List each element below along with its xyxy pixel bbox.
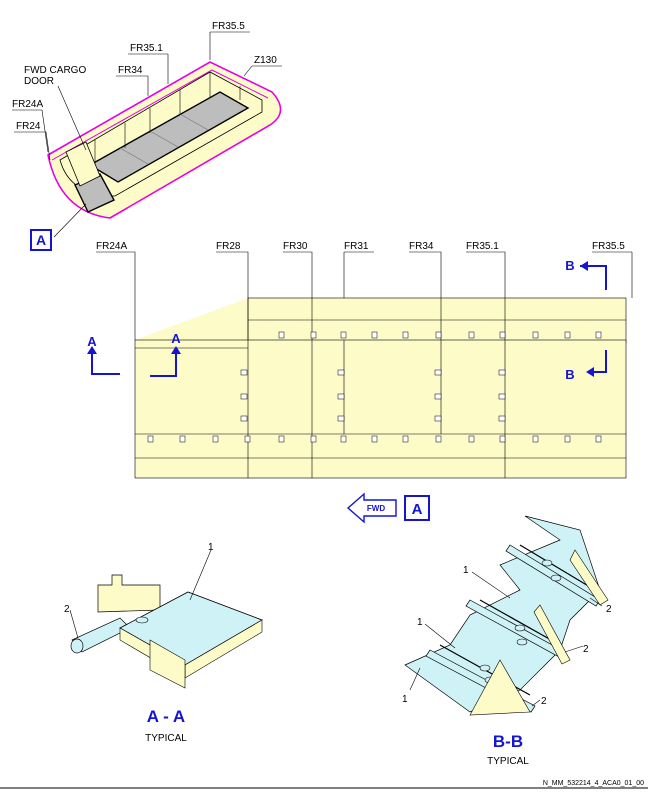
view-a-box	[404, 495, 430, 521]
fuselage-top-edge	[51, 69, 269, 161]
iso-label-z130: Z130	[254, 55, 277, 66]
section-b-bottom-letter: B	[565, 367, 574, 382]
bb-callout-1b: 1	[417, 617, 423, 628]
footer-reference: N_MM_532214_4_ACA0_01_00	[543, 780, 644, 787]
fastener-marks	[147, 331, 602, 443]
detail-b-b: 1 1 1 2 2 2 B-B TYPICAL	[402, 515, 612, 767]
bb-callout-2b: 2	[583, 644, 589, 655]
floor-panels-iso	[88, 91, 250, 183]
bb-callout-1a: 1	[463, 565, 469, 576]
bb-subtitle: TYPICAL	[487, 756, 529, 767]
plan-frame-fr35-1: FR35.1	[466, 241, 499, 252]
door-label-line2: DOOR	[24, 76, 54, 87]
bb-callout-2c: 2	[541, 696, 547, 707]
section-a-left-letter: A	[87, 334, 97, 349]
bb-callout-2a: 2	[606, 604, 612, 615]
plan-frame-fr28: FR28	[216, 241, 241, 252]
view-a-callout-box	[30, 229, 52, 251]
iso-fuselage-view: FR35.5 FR35.1 FR34 FR24A FR24 Z130 FWD C…	[12, 21, 282, 251]
aa-title: A - A	[147, 707, 185, 726]
aa-subtitle: TYPICAL	[145, 733, 187, 744]
aa-callout-1: 1	[208, 542, 214, 553]
door-label-line1: FWD CARGO	[24, 65, 86, 76]
bb-title: B-B	[493, 732, 523, 751]
plan-frame-fr30: FR30	[283, 241, 308, 252]
plan-frame-fr24a: FR24A	[96, 241, 127, 252]
bb-callout-1c: 1	[402, 694, 408, 705]
iso-label-fr24a: FR24A	[12, 99, 43, 110]
plan-frame-fr35-5: FR35.5	[592, 241, 625, 252]
fwd-arrow-text: FWD	[367, 504, 385, 513]
detail-a-a: 1 2 A - A TYPICAL	[64, 542, 263, 744]
iso-label-fr24: FR24	[16, 121, 41, 132]
plan-view: FR24A FR28 FR30 FR31 FR34 FR35.1 FR35.5 …	[87, 241, 633, 524]
iso-label-fr35-5: FR35.5	[212, 21, 245, 32]
plan-frame-fr34: FR34	[409, 241, 434, 252]
aa-callout-2: 2	[64, 604, 70, 615]
section-a-right-letter: A	[171, 331, 181, 346]
cargo-door-opening	[65, 141, 101, 187]
fwd-arrow	[346, 492, 397, 524]
plan-panels-main	[134, 339, 627, 479]
section-b-top-letter: B	[565, 258, 574, 273]
view-a-callout-letter: A	[36, 232, 46, 248]
iso-label-fr34: FR34	[118, 65, 143, 76]
plan-frame-fr31: FR31	[344, 241, 369, 252]
iso-label-fr35-1: FR35.1	[130, 43, 163, 54]
view-a-box-letter: A	[412, 501, 423, 518]
